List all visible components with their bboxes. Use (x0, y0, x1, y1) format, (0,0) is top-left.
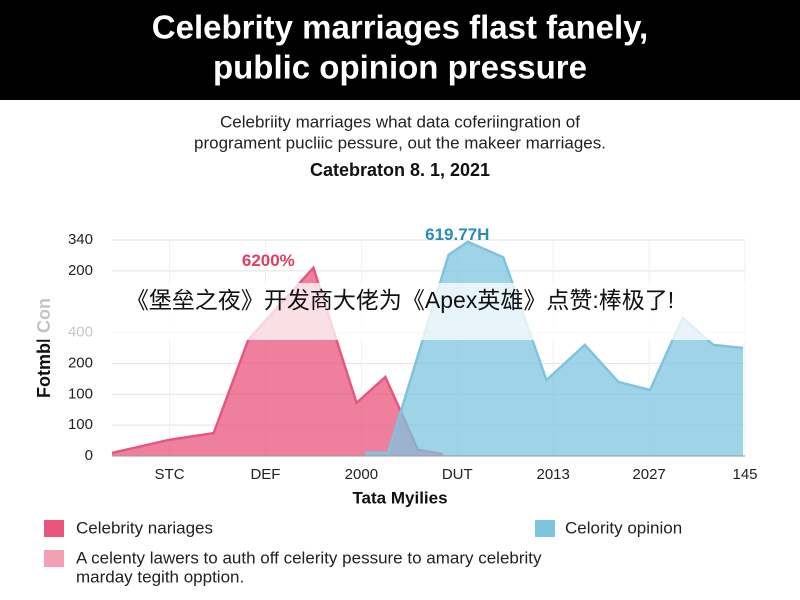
x-tick-label: DUT (442, 466, 473, 483)
title: Celebrity marriages flast fanely, (152, 9, 648, 46)
y-tick-label: 200 (68, 262, 93, 279)
y-tick-label: 100 (68, 385, 93, 402)
banner: 《堡垒之夜》开发商大佬为《Apex英雄》点赞:棒极了! (126, 287, 674, 313)
y-tick-label: 100 (68, 416, 93, 433)
x-axis-title: Tata Myilies (352, 488, 447, 507)
header-bg (0, 0, 800, 100)
x-tick-label: 2013 (536, 466, 569, 483)
x-tick-label: 145 (732, 466, 757, 483)
annotation: 6200% (242, 251, 295, 270)
legend-note: marday tegith opption. (76, 567, 244, 586)
subtitle: Celebriity marriages what data coferiing… (220, 112, 580, 131)
annotation: 619.77H (425, 225, 489, 244)
title: public opinion pressure (213, 49, 587, 86)
y-tick-label: 0 (85, 447, 93, 464)
x-tick-label: DEF (250, 466, 280, 483)
subtitle: programent pucliic pessure, out the make… (194, 133, 606, 152)
legend-label: Celority opinion (565, 518, 682, 537)
legend-swatch (535, 520, 555, 537)
legend-swatch (44, 520, 64, 537)
area (112, 267, 443, 456)
x-tick-label: 2000 (345, 466, 378, 483)
y-tick-label: 200 (68, 354, 93, 371)
x-tick-label: 2027 (632, 466, 665, 483)
legend-note: A celenty lawers to auth off celerity pe… (76, 548, 542, 567)
y-tick-label: 340 (68, 231, 93, 248)
legend-label: Celebrity nariages (76, 518, 213, 537)
area (365, 241, 744, 456)
banner-bg (0, 283, 800, 340)
date: Catebraton 8. 1, 2021 (310, 160, 490, 180)
legend-swatch (44, 550, 64, 567)
x-tick-label: STC (155, 466, 185, 483)
